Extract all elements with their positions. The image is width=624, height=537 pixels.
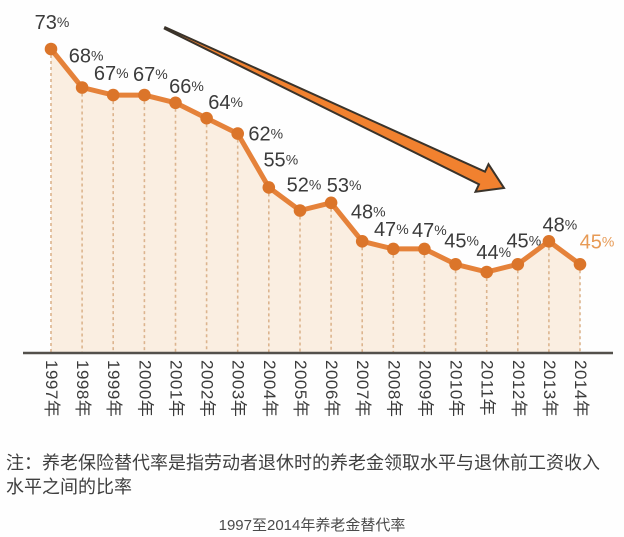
value-label: 68% <box>69 46 104 68</box>
chart-note: 注：养老保险替代率是指劳动者退休时的养老金领取水平与退休前工资收入水平之间的比率 <box>6 453 600 497</box>
x-tick-label: 1998年 <box>73 360 92 417</box>
x-tick-label: 2012年 <box>509 360 528 417</box>
x-tick-label: 2014年 <box>571 360 590 417</box>
value-label: 44% <box>476 242 511 264</box>
data-point <box>75 81 89 94</box>
data-point <box>138 88 151 102</box>
x-tick-label: 2008年 <box>384 360 403 417</box>
data-point <box>44 42 58 56</box>
declining-trend-arrow-icon <box>163 25 506 194</box>
value-label: 47% <box>374 219 409 241</box>
data-point <box>542 235 556 248</box>
data-point <box>573 258 587 271</box>
data-point <box>293 204 307 217</box>
value-label: 48% <box>351 201 386 223</box>
value-label: 67% <box>133 64 168 86</box>
data-point <box>511 258 525 271</box>
value-label: 52% <box>287 175 322 197</box>
chart-caption: 1997至2014年养老金替代率 <box>218 517 406 534</box>
data-point <box>324 196 338 210</box>
pension-replacement-line-chart: 73%68%67% 67%66%64%62%55%52% 53%48%47% 47%4… <box>23 12 615 417</box>
x-tick-label: 2003年 <box>229 360 248 417</box>
data-point <box>106 88 120 102</box>
area-fill <box>51 49 580 353</box>
value-label: 45% <box>444 230 479 252</box>
x-tick-label: 2010年 <box>447 360 466 417</box>
x-tick-label: 2000年 <box>135 360 154 417</box>
value-label: 73% <box>35 12 70 34</box>
value-label: 66% <box>169 76 204 98</box>
data-point <box>231 127 244 140</box>
x-tick-label: 2007年 <box>353 360 372 417</box>
x-tick-label: 2011年 <box>478 360 497 416</box>
value-label: 45% <box>580 231 615 253</box>
data-point <box>262 181 276 194</box>
data-point <box>418 242 431 256</box>
x-tick-label: 2009年 <box>415 360 434 417</box>
x-tick-label: 2006年 <box>322 360 341 417</box>
data-point <box>169 96 182 110</box>
x-tick-label: 2013年 <box>540 360 559 417</box>
x-tick-label: 2004年 <box>260 360 279 417</box>
data-point <box>200 111 213 125</box>
data-point <box>355 235 369 248</box>
data-point <box>387 242 400 256</box>
value-label: 47% <box>412 220 447 242</box>
value-label: 62% <box>248 124 283 146</box>
value-label: 55% <box>263 149 298 171</box>
data-point <box>449 258 462 271</box>
value-label: 67% <box>94 63 129 85</box>
value-label: 45% <box>506 230 541 252</box>
x-tick-label: 1999年 <box>104 360 123 417</box>
x-tick-label: 2001年 <box>167 360 186 417</box>
value-label: 64% <box>208 92 243 114</box>
x-tick-label: 2002年 <box>198 360 217 417</box>
value-label: 48% <box>543 214 578 236</box>
x-tick-label: 2005年 <box>291 360 310 417</box>
data-point <box>480 265 494 279</box>
value-label: 53% <box>327 175 362 197</box>
x-tick-label: 1997年 <box>42 360 61 417</box>
